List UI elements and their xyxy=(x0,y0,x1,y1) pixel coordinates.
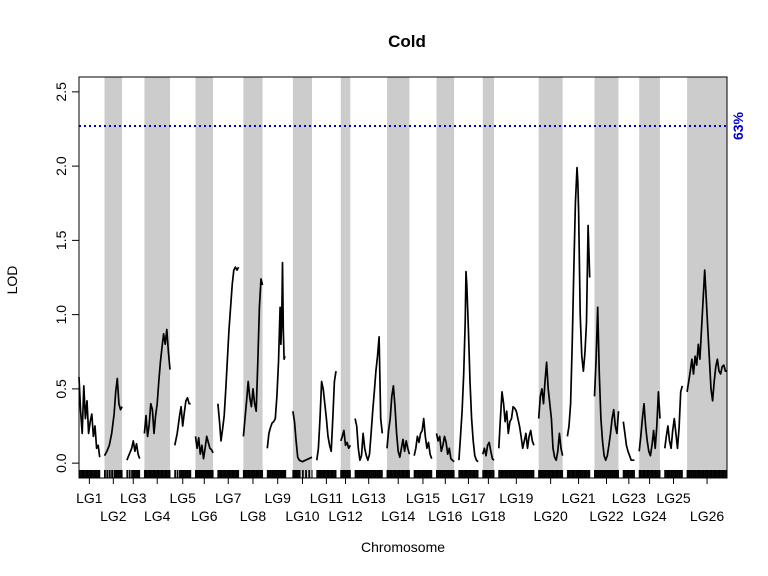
lod-line-lg24 xyxy=(638,391,661,457)
x-tick-label-lg13: LG13 xyxy=(352,490,386,506)
x-tick-label-lg8: LG8 xyxy=(240,508,267,524)
lod-line-lg2 xyxy=(103,377,123,457)
threshold-label: 63% xyxy=(730,111,746,140)
marker-rug xyxy=(78,470,728,478)
lod-line-lg14 xyxy=(386,385,411,459)
y-tick-label: 1.5 xyxy=(53,230,69,250)
band-lg16 xyxy=(436,77,455,478)
lod-line-lg25 xyxy=(663,385,684,450)
y-tick-label: 0.5 xyxy=(53,379,69,399)
y-axis-label: LOD xyxy=(4,266,20,295)
band-lg2 xyxy=(104,77,123,478)
x-tick-label-lg3: LG3 xyxy=(120,490,147,506)
x-tick-label-lg19: LG19 xyxy=(499,490,533,506)
lod-line-lg3 xyxy=(126,440,141,461)
y-tick-label: 2.0 xyxy=(53,156,69,176)
lod-line-lg4 xyxy=(143,328,171,438)
x-axis: LG1 LG2 LG3 LG4 LG5 LG6 LG7 LG8 LG9 LG10 LG11 LG12 L… xyxy=(76,478,724,524)
x-tick-label-lg18: LG18 xyxy=(471,508,505,524)
x-tick-label-lg9: LG9 xyxy=(264,490,291,506)
lod-line-lg11 xyxy=(315,370,337,461)
x-tick-label-lg26: LG26 xyxy=(690,508,724,524)
x-tick-label-lg12: LG12 xyxy=(328,508,362,524)
lod-line-lg23 xyxy=(622,421,635,462)
x-tick-label-lg11: LG11 xyxy=(310,490,343,506)
band-lg18 xyxy=(482,77,494,478)
x-tick-label-lg20: LG20 xyxy=(534,508,568,524)
band-lg12 xyxy=(340,77,351,478)
lod-line-lg1 xyxy=(78,376,101,458)
x-tick-label-lg22: LG22 xyxy=(589,508,623,524)
band-lg8 xyxy=(243,77,263,478)
x-tick-label-lg14: LG14 xyxy=(381,508,415,524)
x-tick-label-lg5: LG5 xyxy=(170,490,197,506)
lod-line-lg19 xyxy=(497,391,535,450)
lod-line-lg18 xyxy=(481,441,495,461)
lod-line-lg5 xyxy=(173,396,191,446)
x-tick-label-lg24: LG24 xyxy=(632,508,666,524)
lod-line-lg8 xyxy=(242,278,264,437)
x-tick-label-lg7: LG7 xyxy=(215,490,242,506)
threshold-group: 63% xyxy=(79,111,746,140)
lod-line-lg9 xyxy=(266,261,286,449)
lod-line-lg10 xyxy=(292,411,313,463)
y-tick-label: 2.5 xyxy=(53,82,69,102)
lod-line-lg16 xyxy=(435,433,455,463)
x-tick-label-lg17: LG17 xyxy=(451,490,485,506)
band-lg10 xyxy=(292,77,313,478)
lod-line-lg15 xyxy=(413,417,433,459)
lod-line-lg17 xyxy=(458,270,479,463)
chromosome-bands xyxy=(104,77,727,478)
lod-line-lg7 xyxy=(217,266,240,442)
y-axis: 0.0 0.5 1.0 1.5 2.0 2.5 xyxy=(53,82,80,473)
lod-line-lg21 xyxy=(566,166,591,437)
x-tick-label-lg2: LG2 xyxy=(100,508,127,524)
lod-line-lg13 xyxy=(354,336,384,462)
x-tick-label-lg4: LG4 xyxy=(144,508,171,524)
lod-line-lg6 xyxy=(194,435,214,460)
lod-line-lg26 xyxy=(686,269,727,402)
x-tick-label-lg15: LG15 xyxy=(406,490,440,506)
x-tick-label-lg6: LG6 xyxy=(191,508,218,524)
lod-line-lg20 xyxy=(537,361,564,462)
lod-line-lg22 xyxy=(593,306,620,462)
band-lg22 xyxy=(594,77,619,478)
x-tick-label-lg16: LG16 xyxy=(428,508,462,524)
band-lg26 xyxy=(687,77,727,478)
x-axis-label: Chromosome xyxy=(361,539,445,555)
band-lg24 xyxy=(639,77,660,478)
x-tick-label-lg25: LG25 xyxy=(656,490,690,506)
band-lg14 xyxy=(387,77,410,478)
x-tick-label-lg23: LG23 xyxy=(612,490,646,506)
band-lg4 xyxy=(144,77,170,478)
y-tick-label: 1.0 xyxy=(53,305,69,325)
lod-profile-series xyxy=(78,166,727,463)
band-lg6 xyxy=(195,77,214,478)
y-tick-label: 0.0 xyxy=(53,453,69,473)
chart-title: Cold xyxy=(388,32,426,51)
x-tick-label-lg10: LG10 xyxy=(285,508,319,524)
x-tick-label-lg21: LG21 xyxy=(561,490,595,506)
lod-line-lg12 xyxy=(339,429,352,450)
x-tick-label-lg1: LG1 xyxy=(76,490,103,506)
